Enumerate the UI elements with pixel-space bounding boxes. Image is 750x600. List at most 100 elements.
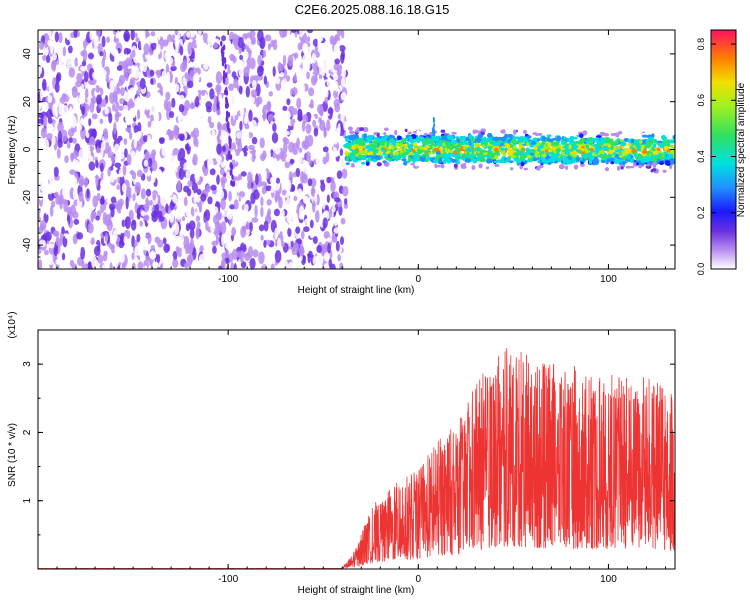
noise-cell <box>293 74 297 83</box>
signal-cell <box>414 161 420 167</box>
noise-cell <box>196 221 201 229</box>
noise-cell <box>44 139 50 151</box>
noise-cell <box>106 197 111 205</box>
noise-cell <box>257 65 264 77</box>
noise-cell <box>53 166 59 178</box>
signal-cell <box>485 166 490 170</box>
noise-cell <box>150 244 156 252</box>
noise-cell <box>59 96 66 105</box>
noise-cell <box>124 148 128 158</box>
noise-cell <box>115 191 121 201</box>
noise-cell <box>170 65 177 72</box>
noise-cell <box>107 157 112 168</box>
noise-cell <box>207 142 212 155</box>
noise-cell <box>206 252 213 264</box>
noise-cell <box>38 118 44 124</box>
noise-cell <box>169 212 175 223</box>
noise-cell <box>255 97 260 108</box>
signal-cell <box>407 156 412 162</box>
noise-cell <box>263 239 267 248</box>
noise-cell <box>167 41 174 51</box>
noise-cell <box>85 132 90 139</box>
noise-cell <box>172 250 178 261</box>
noise-cell <box>70 115 77 128</box>
noise-cell <box>151 159 158 172</box>
noise-cell <box>173 83 180 93</box>
signal-cell <box>400 129 405 134</box>
noise-cell <box>339 155 345 169</box>
noise-cell <box>211 49 217 59</box>
noise-cell <box>58 58 64 71</box>
noise-cell <box>187 242 194 254</box>
noise-cell <box>62 46 66 57</box>
noise-streak-cell <box>221 52 224 59</box>
noise-cell <box>340 77 346 87</box>
noise-cell <box>165 203 169 214</box>
noise-cell <box>54 81 60 93</box>
signal-cell <box>618 131 623 135</box>
signal-cell <box>350 130 355 134</box>
noise-cell <box>304 135 309 146</box>
noise-cell <box>202 31 208 44</box>
noise-cell <box>54 230 60 237</box>
noise-cell <box>63 220 69 231</box>
noise-cell <box>135 37 140 43</box>
noise-cell <box>303 32 308 45</box>
noise-cell <box>322 146 329 153</box>
noise-cell <box>117 79 124 87</box>
noise-cell <box>233 78 239 89</box>
noise-cell <box>262 49 267 58</box>
signal-cell <box>616 165 621 171</box>
noise-cell <box>192 153 198 166</box>
noise-cell <box>323 262 330 269</box>
noise-cell <box>338 204 343 216</box>
noise-cell <box>158 58 164 70</box>
noise-cell <box>202 30 209 34</box>
noise-cell <box>181 248 186 258</box>
noise-cell <box>181 216 186 222</box>
noise-cell <box>239 54 243 61</box>
signal-cell <box>352 159 359 163</box>
noise-cell <box>49 205 54 217</box>
noise-cell <box>288 248 293 260</box>
noise-cell <box>196 206 200 217</box>
noise-cell <box>200 232 205 243</box>
noise-cell <box>143 214 150 222</box>
noise-cell <box>95 159 99 168</box>
noise-cell <box>220 197 226 211</box>
noise-cell <box>275 177 280 184</box>
noise-cell <box>136 143 142 152</box>
noise-cell <box>309 219 314 229</box>
noise-cell <box>136 169 143 178</box>
noise-cell <box>202 45 206 54</box>
noise-cell <box>92 71 99 80</box>
noise-cell <box>251 136 258 145</box>
noise-cell <box>235 92 239 104</box>
noise-cell <box>215 230 219 238</box>
noise-cell <box>302 195 310 205</box>
noise-cell <box>97 220 105 230</box>
noise-cell <box>206 82 213 88</box>
noise-cell <box>83 263 89 269</box>
noise-cell <box>245 130 250 142</box>
noise-cell <box>194 95 200 108</box>
noise-cell <box>54 31 59 43</box>
noise-cell <box>247 180 252 190</box>
signal-cell <box>360 162 366 165</box>
noise-cell <box>304 218 309 224</box>
noise-cell <box>42 101 49 113</box>
noise-cell <box>113 143 121 156</box>
noise-cell <box>195 137 199 148</box>
noise-cell <box>69 259 75 267</box>
noise-cell <box>150 170 156 184</box>
noise-cell <box>201 139 207 149</box>
signal-cell <box>412 160 416 164</box>
noise-cell <box>205 221 209 231</box>
noise-cell <box>325 86 329 99</box>
noise-cell <box>165 91 171 101</box>
noise-cell <box>100 195 105 205</box>
noise-cell <box>264 253 271 266</box>
noise-cell <box>328 208 333 218</box>
noise-cell <box>298 82 306 95</box>
